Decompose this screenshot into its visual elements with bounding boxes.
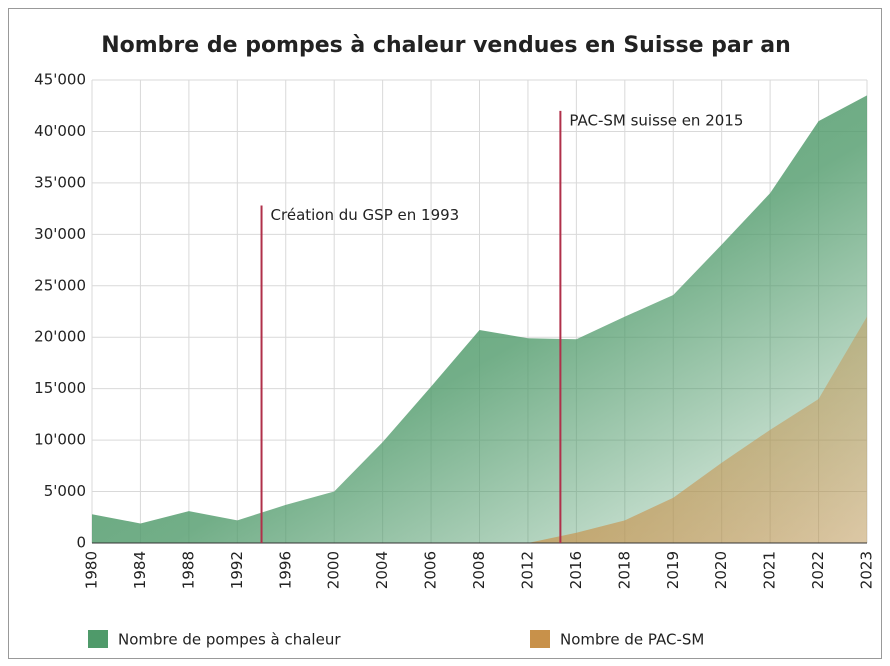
- frame: [8, 8, 882, 659]
- y-tick-label: 0: [76, 534, 86, 552]
- x-tick-label: 2021: [761, 551, 779, 589]
- x-tick-label: 1996: [276, 551, 294, 589]
- y-tick-label: 45'000: [34, 71, 86, 89]
- x-tick-label: 2022: [809, 551, 827, 589]
- x-tick-label: 2018: [615, 551, 633, 589]
- x-tick-label: 2016: [567, 551, 585, 589]
- y-tick-label: 10'000: [34, 431, 86, 449]
- annotation: PAC-SM suisse en 2015: [569, 111, 743, 129]
- chart-title: Nombre de pompes à chaleur vendues en Su…: [101, 33, 791, 58]
- annotation: Création du GSP en 1993: [271, 206, 460, 224]
- x-tick-label: 1984: [131, 551, 149, 589]
- x-tick-label: 2008: [470, 551, 488, 589]
- x-tick-label: 2020: [712, 551, 730, 589]
- x-tick-label: 2004: [373, 551, 391, 589]
- legend-swatch: [530, 630, 550, 648]
- x-tick-label: 2019: [664, 551, 682, 589]
- y-tick-label: 35'000: [34, 173, 86, 191]
- x-tick-label: 2012: [518, 551, 536, 589]
- y-tick-label: 15'000: [34, 379, 86, 397]
- x-tick-label: 2000: [325, 551, 343, 589]
- y-tick-label: 25'000: [34, 276, 86, 294]
- x-tick-label: 1980: [83, 551, 101, 589]
- x-tick-label: 1992: [228, 551, 246, 589]
- area: [92, 316, 867, 543]
- y-tick-label: 40'000: [34, 122, 86, 140]
- y-tick-label: 5'000: [44, 482, 86, 500]
- legend-swatch: [88, 630, 108, 648]
- x-tick-label: 2023: [858, 551, 876, 589]
- x-tick-label: 1988: [179, 551, 197, 589]
- y-tick-label: 20'000: [34, 328, 86, 346]
- legend-label: Nombre de pompes à chaleur: [118, 631, 341, 649]
- legend-label: Nombre de PAC-SM: [560, 631, 704, 649]
- y-tick-label: 30'000: [34, 225, 86, 243]
- area: [92, 95, 867, 543]
- x-tick-label: 2006: [422, 551, 440, 589]
